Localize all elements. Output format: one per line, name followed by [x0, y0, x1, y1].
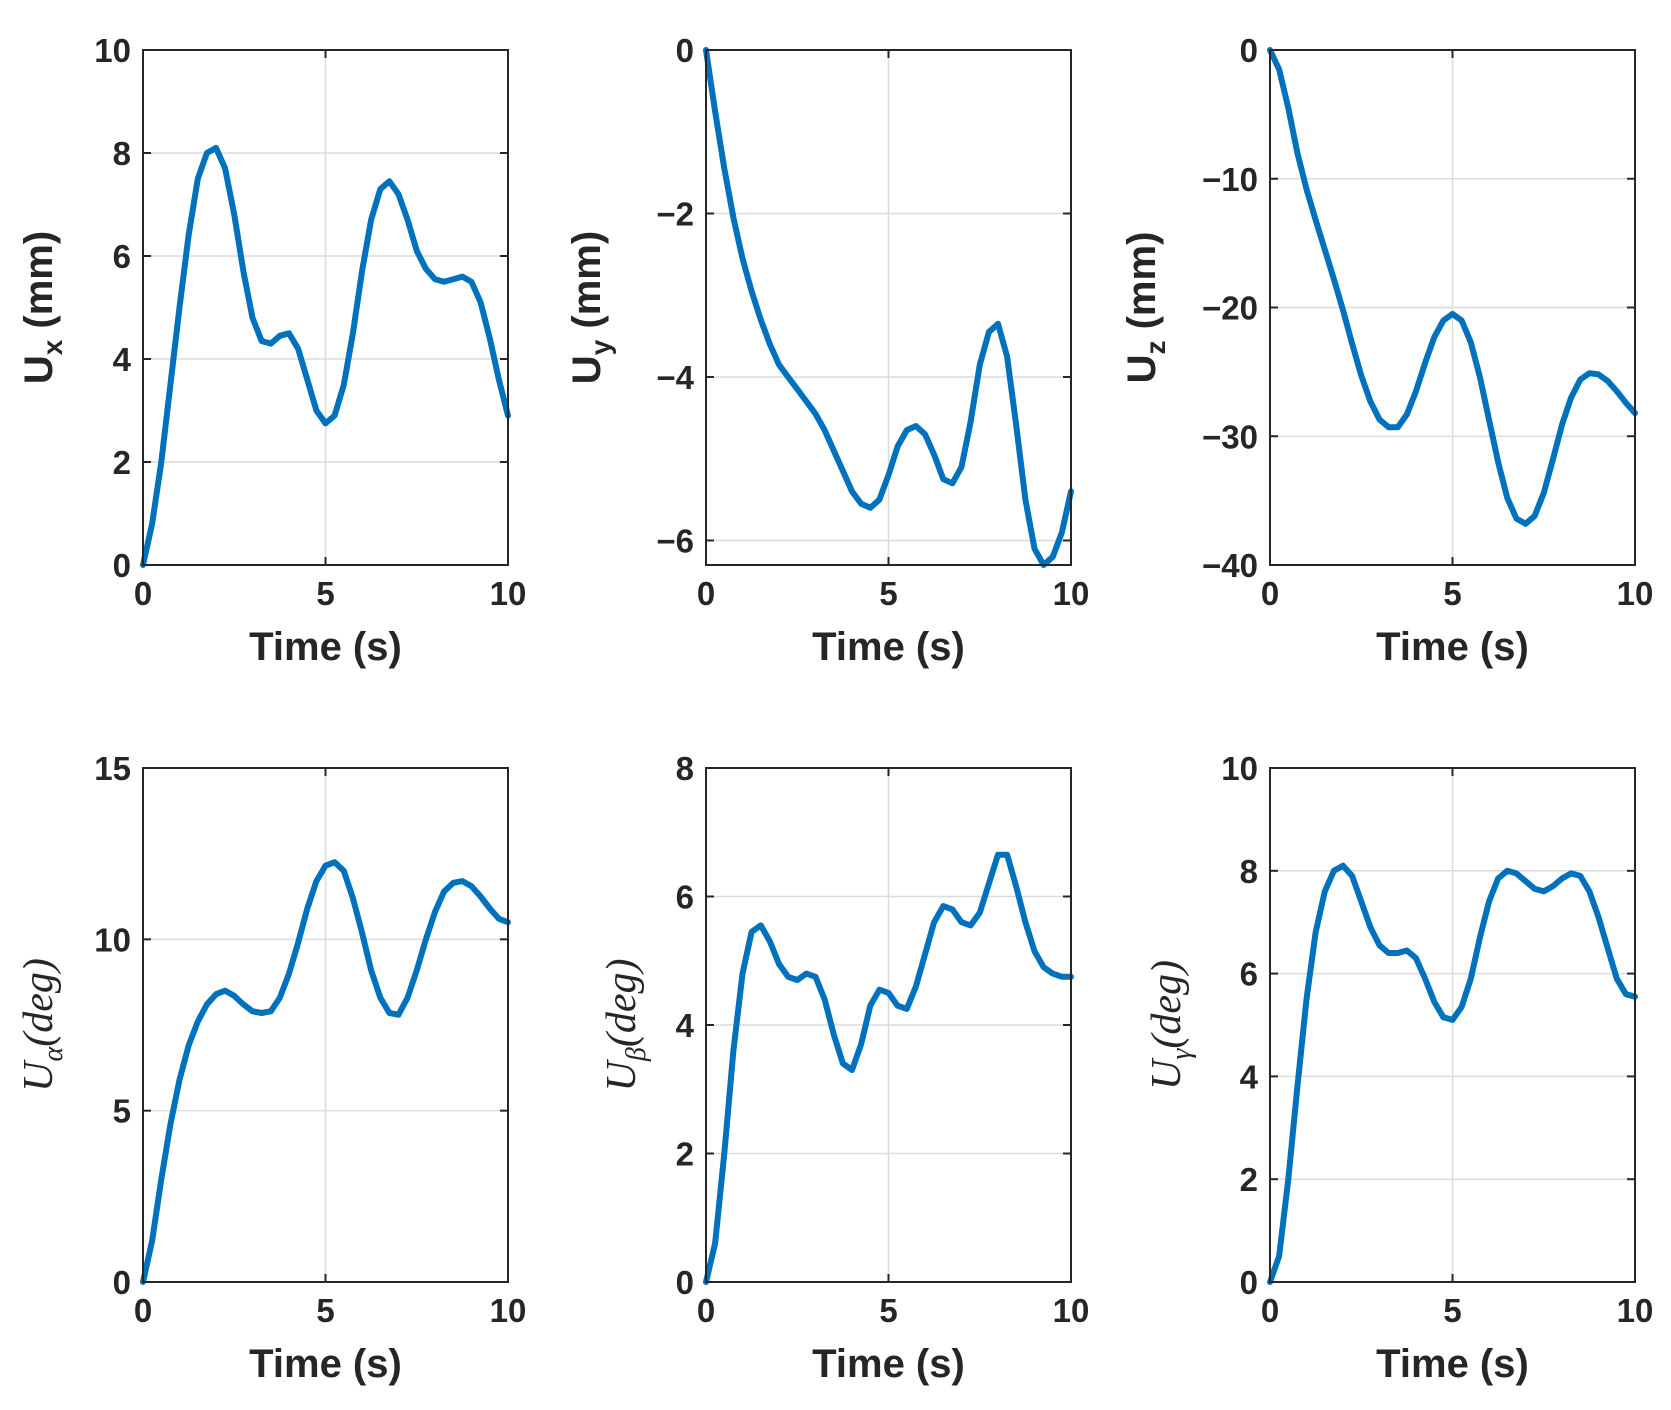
x-tick-label: 0 — [697, 1292, 715, 1329]
y-axis-label-unit: (deg) — [16, 958, 62, 1047]
y-tick-label: 4 — [113, 341, 132, 378]
y-tick-label: 8 — [676, 750, 694, 787]
y-tick-label: −6 — [656, 522, 694, 559]
y-tick-label: 0 — [113, 1264, 131, 1301]
series-line-Ux — [140, 144, 511, 568]
y-axis-label-unit: (deg) — [1144, 960, 1190, 1049]
y-axis-label-base: U — [1144, 1057, 1190, 1090]
y-tick-label: 5 — [113, 1093, 131, 1130]
x-tick-label: 0 — [134, 575, 152, 612]
y-axis-label-base: U — [565, 355, 609, 384]
x-tick-label: 10 — [1617, 1292, 1654, 1329]
series-line-Uz — [1267, 47, 1638, 527]
y-axis-label-subscript: x — [37, 339, 68, 355]
y-axis-label: Ux (mm) — [17, 231, 68, 384]
y-axis-label-subscript: α — [38, 1045, 69, 1061]
y-axis-label-base: U — [16, 1059, 62, 1092]
x-tick-label: 10 — [1053, 575, 1090, 612]
x-axis-label: Time (s) — [249, 1342, 402, 1386]
y-axis-label: Uy (mm) — [565, 231, 616, 384]
y-tick-label: −2 — [656, 195, 694, 232]
x-tick-label: 5 — [879, 575, 897, 612]
y-tick-label: 0 — [1240, 32, 1258, 69]
y-axis-label-unit: (mm) — [17, 231, 61, 340]
x-axis-label: Time (s) — [1376, 1342, 1529, 1386]
y-tick-label: −30 — [1202, 418, 1258, 455]
y-tick-label: 15 — [94, 750, 131, 787]
y-tick-label: 0 — [113, 547, 131, 584]
y-tick-label: 2 — [676, 1136, 694, 1173]
x-tick-label: 5 — [879, 1292, 897, 1329]
y-axis-label-unit: (mm) — [565, 231, 609, 340]
y-tick-label: 2 — [1240, 1161, 1258, 1198]
subplot-4: 0 5 10 0 5 10 15 Time (s) Uα(deg) — [16, 750, 526, 1386]
y-tick-label: −10 — [1202, 161, 1258, 198]
y-axis-label: Uβ(deg) — [599, 959, 652, 1092]
x-tick-label: 10 — [1053, 1292, 1090, 1329]
x-tick-label: 0 — [1261, 1292, 1279, 1329]
x-tick-label: 10 — [490, 575, 527, 612]
y-tick-label: 4 — [1240, 1058, 1259, 1095]
series-line-Uy — [703, 47, 1074, 568]
x-tick-label: 5 — [1443, 575, 1461, 612]
y-tick-label: 0 — [676, 1264, 694, 1301]
subplot-1: 0 5 10 0 2 4 6 8 10 Time (s) Ux (mm) — [17, 32, 526, 669]
x-tick-label: 0 — [697, 575, 715, 612]
x-tick-label: 0 — [1261, 575, 1279, 612]
y-axis-label-subscript: β — [621, 1047, 652, 1062]
subplot-2: 0 5 10 −6 −4 −2 0 Time (s) Uy (mm) — [565, 32, 1089, 669]
x-tick-label: 10 — [1617, 575, 1654, 612]
y-axis-label-subscript: γ — [1166, 1048, 1197, 1060]
y-tick-label: −4 — [656, 359, 694, 396]
y-axis-label: Uγ(deg) — [1144, 960, 1197, 1090]
y-tick-label: 4 — [676, 1007, 695, 1044]
series-line-Ubeta — [703, 851, 1074, 1285]
x-tick-label: 5 — [1443, 1292, 1461, 1329]
y-axis-label-base: U — [599, 1058, 645, 1091]
x-axis-label: Time (s) — [812, 1342, 965, 1386]
y-axis-label: Uz (mm) — [1120, 232, 1171, 384]
subplot-5: 0 5 10 0 2 4 6 8 Time (s) Uβ(deg) — [599, 750, 1089, 1386]
y-axis-label-unit: (mm) — [1120, 232, 1164, 341]
y-tick-label: 8 — [1240, 853, 1258, 890]
y-tick-label: 2 — [113, 444, 131, 481]
y-axis-label-base: U — [1120, 355, 1164, 384]
y-tick-label: 6 — [113, 238, 131, 275]
y-axis-label-subscript: z — [1140, 341, 1171, 355]
y-tick-label: 10 — [1221, 750, 1258, 787]
y-tick-label: −20 — [1202, 290, 1258, 327]
y-tick-label: 0 — [676, 32, 694, 69]
x-tick-label: 10 — [490, 1292, 527, 1329]
x-tick-label: 5 — [316, 575, 334, 612]
y-axis-label-subscript: y — [585, 339, 616, 355]
x-axis-label: Time (s) — [812, 625, 965, 669]
y-tick-label: 6 — [1240, 956, 1258, 993]
subplot-3: 0 5 10 −40 −30 −20 −10 0 Time (s) Uz (mm) — [1120, 32, 1653, 669]
x-axis-label: Time (s) — [1376, 625, 1529, 669]
y-axis-label-unit: (deg) — [599, 959, 645, 1048]
series-line-Ualpha — [140, 859, 511, 1285]
y-axis-label: Uα(deg) — [16, 958, 69, 1092]
y-tick-label: 0 — [1240, 1264, 1258, 1301]
series-line-Ugamma — [1267, 862, 1638, 1285]
x-tick-label: 5 — [316, 1292, 334, 1329]
y-tick-label: 10 — [94, 32, 131, 69]
x-axis-label: Time (s) — [249, 625, 402, 669]
subplot-6: 0 5 10 0 2 4 6 8 10 Time (s) Uγ(deg) — [1144, 750, 1653, 1386]
y-tick-label: 6 — [676, 879, 694, 916]
y-axis-label-base: U — [17, 355, 61, 384]
y-tick-label: 8 — [113, 135, 131, 172]
y-tick-label: 10 — [94, 921, 131, 958]
x-tick-label: 0 — [134, 1292, 152, 1329]
y-tick-label: −40 — [1202, 547, 1258, 584]
